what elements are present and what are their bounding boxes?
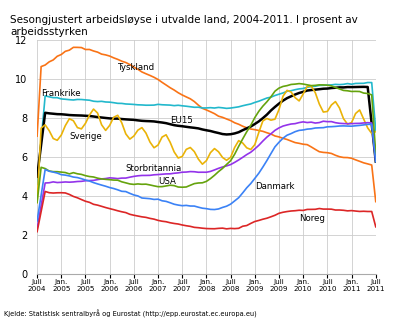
Text: Tyskland: Tyskland (118, 63, 155, 72)
Text: Sesongjustert arbeidsløyse i utvalde land, 2004-2011. I prosent av
arbeidsstyrke: Sesongjustert arbeidsløyse i utvalde lan… (10, 15, 358, 36)
Text: Kjelde: Statistisk sentralbyrå og Eurostat (http://epp.eurostat.ec.europa.eu): Kjelde: Statistisk sentralbyrå og Eurost… (4, 310, 257, 318)
Text: Frankrike: Frankrike (41, 89, 81, 98)
Text: Noreg: Noreg (299, 214, 325, 223)
Text: EU15: EU15 (170, 116, 193, 125)
Text: Sverige: Sverige (69, 132, 102, 141)
Text: Storbritannia: Storbritannia (126, 164, 182, 173)
Text: USA: USA (158, 177, 176, 186)
Text: Danmark: Danmark (255, 181, 294, 191)
